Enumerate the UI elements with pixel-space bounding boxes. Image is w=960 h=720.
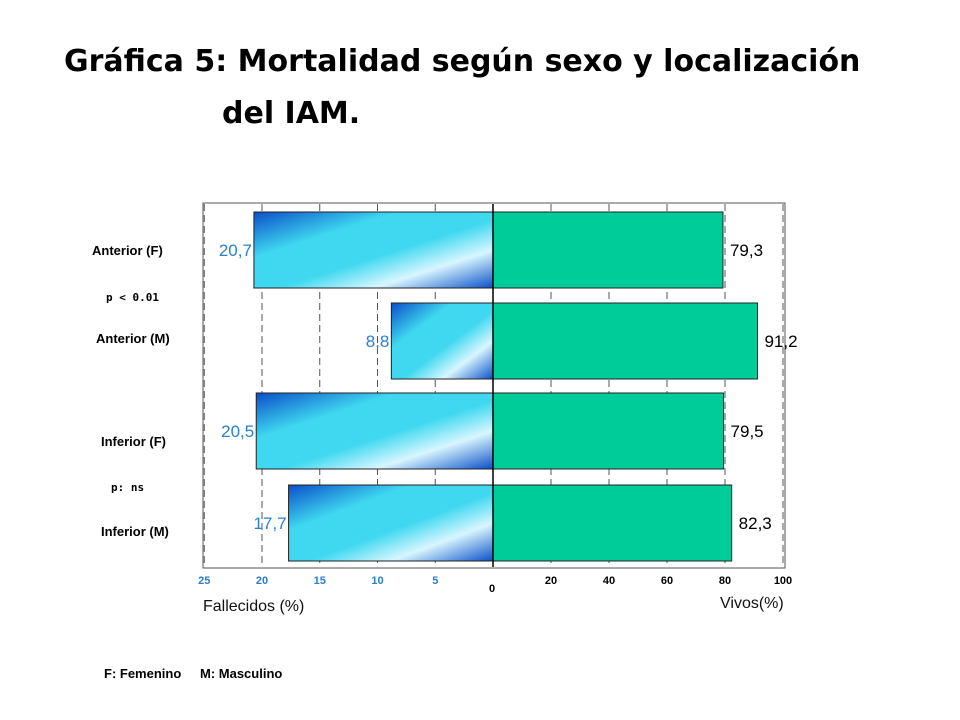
left-axis-title: Fallecidos (%) xyxy=(203,598,305,615)
legend-femenino: F: Femenino xyxy=(104,666,182,681)
tick-left-15: 15 xyxy=(314,575,326,587)
tick-left-20: 20 xyxy=(256,575,268,587)
bar-fallecidos-anterior-m xyxy=(390,302,494,380)
legend-masculino: M: Masculino xyxy=(200,666,283,681)
value-label-vivos-inferior-f: 79,5 xyxy=(731,422,764,441)
category-label-anterior-f: Anterior (F) xyxy=(92,243,163,258)
bars xyxy=(253,211,758,562)
tick-right-80: 80 xyxy=(719,575,731,587)
value-labels: 20,7 79,3 8,8 91,2 20,5 79,5 17,7 82,3 xyxy=(219,241,798,533)
tick-zero: 0 xyxy=(489,583,495,595)
chart-title-line-2: del IAM. xyxy=(222,96,361,131)
bar-fallecidos-anterior-f xyxy=(253,211,494,289)
bar-vivos-anterior-f xyxy=(492,211,724,289)
bar-vivos-inferior-m xyxy=(492,484,733,562)
tick-right-20: 20 xyxy=(545,575,557,587)
tick-left-10: 10 xyxy=(371,575,383,587)
bar-fallecidos-inferior-m xyxy=(288,484,494,562)
value-label-fallecidos-inferior-m: 17,7 xyxy=(253,514,286,533)
tick-right-60: 60 xyxy=(661,575,673,587)
value-label-fallecidos-inferior-f: 20,5 xyxy=(221,422,254,441)
tick-right-100: 100 xyxy=(774,575,792,587)
chart-title-line-1: Gráfica 5: Mortalidad según sexo y local… xyxy=(64,44,861,79)
value-label-vivos-anterior-f: 79,3 xyxy=(730,241,763,260)
value-label-vivos-inferior-m: 82,3 xyxy=(739,514,772,533)
value-label-fallecidos-anterior-f: 20,7 xyxy=(219,241,252,260)
value-label-fallecidos-anterior-m: 8,8 xyxy=(366,332,390,351)
tick-left-25: 25 xyxy=(198,575,210,587)
category-label-inferior-m: Inferior (M) xyxy=(101,524,169,539)
bar-vivos-inferior-f xyxy=(492,392,725,470)
tick-labels: 25 20 15 10 5 20 40 60 80 100 0 xyxy=(198,575,792,595)
tick-right-40: 40 xyxy=(603,575,615,587)
p-value-anterior: p < 0.01 xyxy=(106,291,159,304)
p-value-inferior: p: ns xyxy=(111,481,145,494)
tick-left-5: 5 xyxy=(432,575,438,587)
category-label-inferior-f: Inferior (F) xyxy=(101,434,166,449)
bar-fallecidos-inferior-f xyxy=(255,392,494,470)
right-axis-title: Vivos(%) xyxy=(720,595,784,612)
category-label-anterior-m: Anterior (M) xyxy=(96,331,170,346)
value-label-vivos-anterior-m: 91,2 xyxy=(764,332,797,351)
bar-vivos-anterior-m xyxy=(492,302,758,380)
